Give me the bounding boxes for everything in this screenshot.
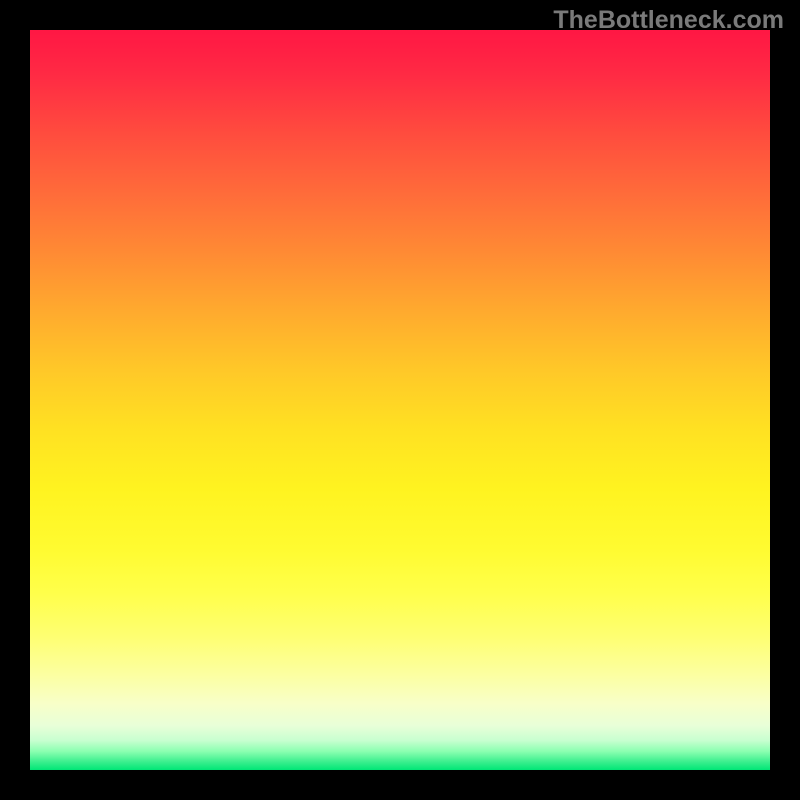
plot-area: [30, 30, 770, 770]
gradient-background: [30, 30, 770, 770]
